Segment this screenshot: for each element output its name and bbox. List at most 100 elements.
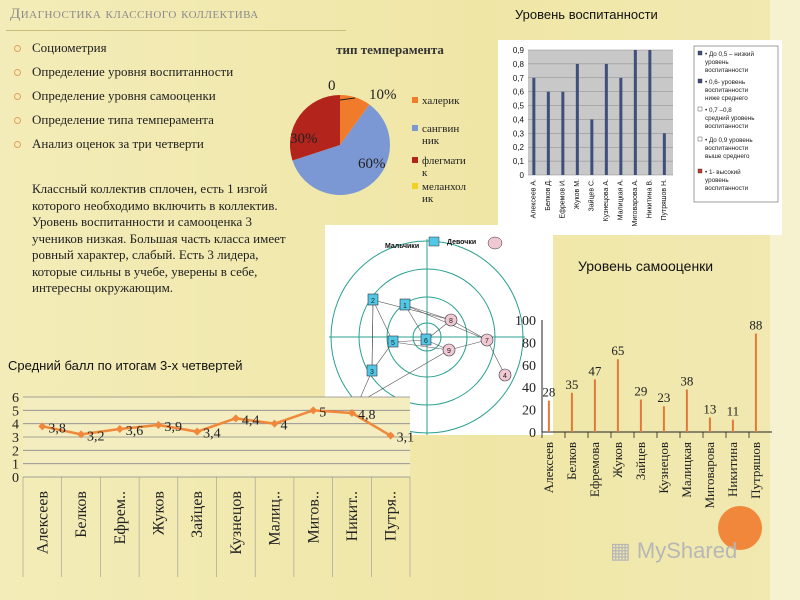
x-tick-label: Жуков — [150, 491, 167, 536]
y-tick-label: 0 — [520, 171, 525, 180]
x-tick-label: Путряшов Н. — [661, 179, 668, 221]
data-label: 3,4 — [203, 427, 221, 442]
legend-label: воспитанности — [705, 145, 749, 152]
summary-paragraph: Классный коллектив сплочен, есть 1 изгой… — [32, 181, 286, 295]
boy-node — [420, 333, 432, 346]
pie-slice — [290, 95, 340, 161]
y-tick-label: 40 — [522, 381, 536, 396]
y-tick-label: 0,6 — [513, 88, 525, 97]
relation-line — [404, 304, 452, 321]
data-label: 13 — [703, 401, 716, 416]
pie-legend-swatch — [412, 183, 418, 189]
pie-legend-label: ник — [422, 135, 440, 147]
boy-node-label: 3 — [370, 369, 374, 376]
x-tick-label: Белков — [73, 491, 90, 538]
boy-node — [399, 298, 411, 311]
bullet-item: Анализ оценок за три четверти — [14, 136, 284, 152]
legend-swatch — [697, 168, 703, 174]
legend-label: выше среднего — [705, 153, 750, 160]
data-label: 4,4 — [242, 413, 260, 428]
x-tick-label: Ефремова — [587, 442, 602, 497]
boy-node — [366, 364, 378, 377]
y-tick-label: 5 — [12, 404, 19, 419]
legend-swatch — [697, 106, 703, 112]
girl-node — [498, 368, 512, 382]
bar — [648, 50, 652, 175]
data-label: 3,6 — [126, 424, 144, 439]
relation-line — [486, 339, 506, 376]
bar — [561, 91, 565, 175]
data-point — [309, 406, 318, 415]
y-tick-label: 4 — [12, 418, 19, 433]
data-label: 3,2 — [87, 429, 105, 444]
x-tick-label: Зайцев С. — [587, 179, 595, 212]
x-tick-label: Алексеев А. — [530, 179, 537, 218]
data-label: 3,8 — [48, 421, 66, 436]
series-line — [42, 409, 392, 437]
pie-slice — [340, 95, 370, 145]
relation-line — [392, 341, 450, 351]
y-tick-label: 0,4 — [513, 115, 525, 124]
avg-score-line-chart: 01234563,8Алексеев3,2Белков3,6Ефрем..3,9… — [12, 391, 414, 577]
x-tick-label: Малицкая А. — [617, 179, 624, 220]
boy-node-label: 2 — [371, 298, 375, 305]
legend-label: • До 0,5 – низкий — [705, 50, 754, 58]
data-label: 28 — [542, 385, 555, 400]
selfesteem-bar-chart: 0 20 40 60 80 100 28 Алексеев 35 Белков 47 Ефремова… — [515, 314, 772, 509]
legend-label: воспитанности — [705, 185, 749, 192]
data-point — [38, 422, 47, 431]
pie-label: 60% — [358, 156, 386, 172]
relation-line — [371, 299, 374, 372]
x-tick-label: Кузнецов — [228, 491, 245, 555]
x-tick-label: Жуков — [610, 442, 625, 478]
data-label: 23 — [657, 390, 670, 405]
boy-node-label: 5 — [391, 340, 395, 347]
x-tick-label: Никитина В. — [646, 179, 653, 218]
x-tick-label: Жуков М. — [574, 179, 581, 209]
pie-leader — [339, 97, 356, 101]
legend-swatch-boys — [428, 236, 440, 247]
legend-label: • 1- высокий — [705, 168, 741, 176]
y-tick-label: 0,7 — [513, 74, 525, 83]
pie-title: тип темперамента — [336, 42, 444, 57]
bar — [575, 63, 579, 176]
data-label: 29 — [634, 384, 647, 399]
y-tick-label: 80 — [522, 336, 536, 351]
data-point — [154, 421, 163, 429]
y-tick-label: 0,3 — [513, 129, 525, 138]
selfesteem-chart-header: Уровень самооценки — [578, 258, 714, 274]
legend-label: • 0,6- уровень — [705, 79, 746, 86]
bullet-list: Социометрия Определение уровня воспитанн… — [14, 40, 284, 160]
legend-box — [693, 45, 779, 203]
y-tick-label: 3 — [12, 431, 19, 446]
y-tick-label: 0 — [529, 426, 536, 441]
pie-slice — [292, 104, 390, 195]
bar — [532, 77, 536, 175]
relation-line — [450, 319, 488, 341]
pie-legend-swatch — [412, 157, 418, 163]
bar — [546, 91, 550, 175]
data-label: 4,8 — [358, 408, 376, 423]
bullet-item: Социометрия — [14, 40, 284, 56]
x-tick-label: Белков Д. — [545, 179, 552, 211]
legend-swatch — [697, 50, 703, 56]
legend-label: уровень — [705, 177, 729, 184]
legend-label: ниже среднего — [705, 95, 748, 102]
relation-line — [372, 299, 394, 343]
data-point — [386, 431, 395, 440]
legend-label: воспитанности — [705, 67, 749, 74]
data-point — [115, 425, 124, 433]
data-label: 5 — [319, 405, 326, 420]
y-tick-label: 20 — [522, 404, 536, 419]
boy-node-label: 6 — [424, 338, 428, 345]
bar — [619, 77, 623, 175]
y-tick-label: 1 — [12, 458, 19, 473]
data-label: 3,9 — [164, 420, 182, 435]
watermark-logo: ▦ MyShared — [610, 538, 737, 564]
pie-label: 10% — [369, 87, 397, 103]
legend-swatch-girls — [487, 236, 503, 250]
bar — [633, 50, 637, 175]
bullet-item: Определение уровня воспитанности — [14, 64, 284, 80]
data-point — [347, 409, 356, 417]
pie-legend-swatch — [412, 125, 418, 131]
